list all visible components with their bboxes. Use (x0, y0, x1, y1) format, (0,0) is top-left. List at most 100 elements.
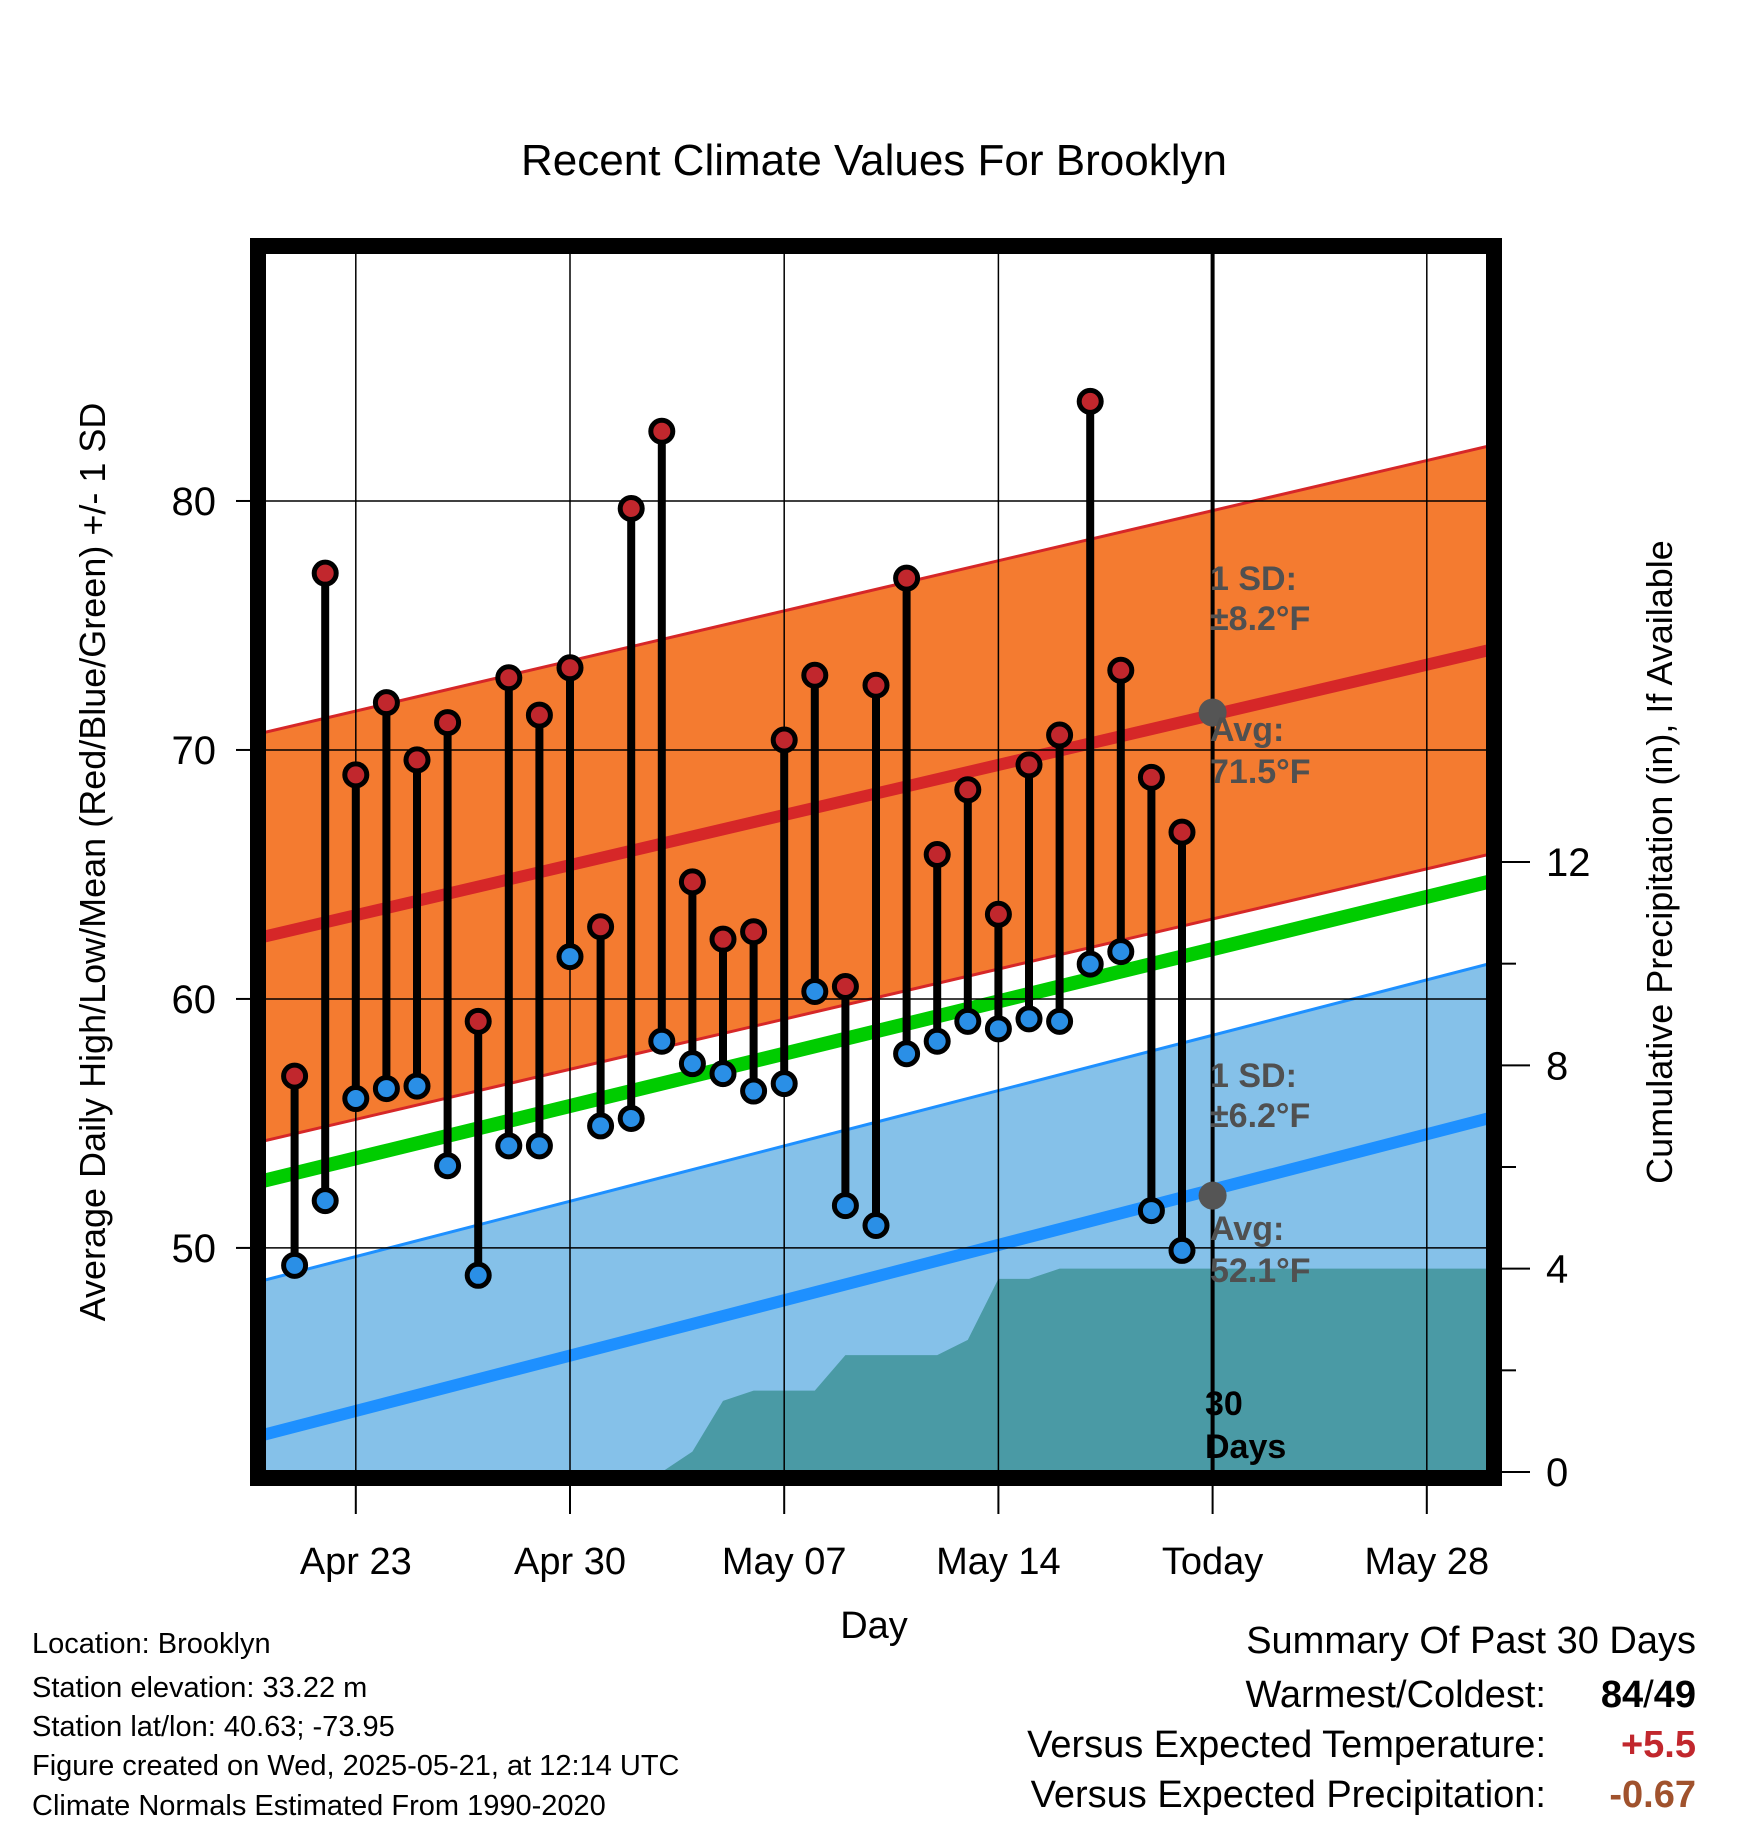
daily-low-point (893, 1040, 921, 1068)
daily-high-point (923, 841, 951, 869)
normal-low-line (264, 1112, 1488, 1441)
daily-low-point (372, 1075, 400, 1103)
daily-low-point (434, 1152, 462, 1180)
y-axis-label: Average Daily High/Low/Mean (Red/Blue/Gr… (72, 403, 113, 1322)
summary-precip-row: Versus Expected Precipitation: -0.67 (796, 1774, 1696, 1818)
daily-high-point (495, 664, 523, 692)
daily-high-point (740, 918, 768, 946)
daily-low-point (740, 1077, 768, 1105)
daily-high-point (281, 1062, 309, 1090)
y-tick-label-60: 60 (172, 978, 217, 1022)
x-tick-label-today: Today (1162, 1541, 1263, 1583)
daily-low-point (678, 1050, 706, 1078)
summary-title: Summary Of Past 30 Days (1246, 1620, 1696, 1662)
daily-low-point (862, 1212, 890, 1240)
low-avg-value: 52.1°F (1210, 1252, 1311, 1290)
info-elevation: Station elevation: 33.22 m (32, 1672, 368, 1704)
y-tick-label-50: 50 (172, 1227, 217, 1271)
summary-temp-label: Versus Expected Temperature: (1027, 1724, 1546, 1766)
daily-low-point (495, 1132, 523, 1160)
today-high-avg-marker (1198, 698, 1227, 727)
daily-low-point (709, 1060, 737, 1088)
warmest-slash: / (1643, 1674, 1654, 1716)
daily-low-point (648, 1027, 676, 1055)
y-tick-label-70: 70 (172, 729, 217, 773)
x-tick-label-apr-23: Apr 23 (300, 1541, 412, 1583)
high-sd-value: ±8.2°F (1210, 600, 1310, 638)
daily-low-point (984, 1015, 1012, 1043)
x-tick-label-apr-30: Apr 30 (514, 1541, 626, 1583)
daily-high-point (434, 709, 462, 737)
y-tick-label-80: 80 (172, 480, 217, 524)
x-tick-label-may-28: May 28 (1364, 1541, 1489, 1583)
y2-tick-label-12: 12 (1546, 841, 1591, 885)
daily-high-point (556, 654, 584, 682)
low-sd-value: ±6.2°F (1210, 1097, 1310, 1135)
plot-frame (250, 238, 1502, 1486)
summary-temp-row: Versus Expected Temperature: +5.5 (796, 1724, 1696, 1768)
x-axis-label: Day (840, 1605, 908, 1647)
daily-high-point (770, 726, 798, 754)
daily-low-point (1107, 938, 1135, 966)
summary-temp-value: +5.5 (1620, 1724, 1696, 1766)
daily-high-point (587, 913, 615, 941)
high-avg-label: Avg: (1210, 711, 1284, 749)
daily-high-point (954, 776, 982, 804)
daily-low-point (1046, 1007, 1074, 1035)
summary-precip-label: Versus Expected Precipitation: (1030, 1774, 1546, 1816)
low-sd-label: 1 SD: (1210, 1057, 1297, 1095)
daily-low-point (1015, 1005, 1043, 1033)
daily-high-point (709, 925, 737, 953)
daily-low-point (403, 1072, 431, 1100)
daily-low-point (1168, 1236, 1196, 1264)
daily-low-point (556, 943, 584, 971)
y2-axis-label: Cumulative Precipitation (in), If Availa… (1639, 540, 1680, 1184)
daily-high-point (1137, 763, 1165, 791)
chart-title: Recent Climate Values For Brooklyn (521, 136, 1227, 185)
daily-high-point (801, 661, 829, 689)
precip-area (264, 1268, 1488, 1472)
daily-low-point (954, 1007, 982, 1035)
summary-warmest-value: 84/49 (1601, 1674, 1696, 1717)
info-normals: Climate Normals Estimated From 1990-2020 (32, 1790, 606, 1822)
x-tick-label-may-14: May 14 (936, 1541, 1061, 1583)
y2-tick-label-8: 8 (1546, 1044, 1568, 1088)
daily-high-point (372, 689, 400, 717)
high-avg-value: 71.5°F (1210, 753, 1311, 791)
daily-high-point (831, 972, 859, 1000)
summary-warmest-label: Warmest/Coldest: (1245, 1674, 1546, 1716)
daily-high-point (984, 900, 1012, 928)
daily-low-point (311, 1187, 339, 1215)
daily-low-point (525, 1132, 553, 1160)
daily-high-point (648, 417, 676, 445)
info-created: Figure created on Wed, 2025-05-21, at 12… (32, 1750, 680, 1782)
warmest-value: 84 (1600, 1674, 1644, 1716)
daily-low-point (923, 1027, 951, 1055)
daily-low-point (1076, 950, 1104, 978)
high-sd-band-upper-edge (264, 444, 1488, 734)
daily-low-point (770, 1070, 798, 1098)
info-latlon: Station lat/lon: 40.63; -73.95 (32, 1711, 395, 1743)
summary-warmest-row: Warmest/Coldest: 84/49 (796, 1674, 1696, 1718)
coldest-value: 49 (1653, 1674, 1696, 1716)
low-avg-label: Avg: (1210, 1210, 1284, 1248)
x-tick-label-may-07: May 07 (722, 1541, 847, 1583)
daily-low-point (1137, 1197, 1165, 1225)
today-low-avg-marker (1198, 1181, 1227, 1210)
daily-high-point (893, 564, 921, 592)
daily-low-point (281, 1251, 309, 1279)
daily-high-point (1107, 656, 1135, 684)
daily-high-point (1168, 818, 1196, 846)
daily-high-point (1046, 721, 1074, 749)
daily-high-point (342, 761, 370, 789)
daily-low-point (587, 1112, 615, 1140)
daily-low-point (342, 1085, 370, 1113)
daily-high-point (862, 671, 890, 699)
daily-low-point (617, 1104, 645, 1132)
info-location: Location: Brooklyn (32, 1628, 271, 1660)
daily-high-point (525, 701, 553, 729)
daily-high-point (464, 1007, 492, 1035)
daily-high-point (1015, 751, 1043, 779)
summary-precip-value: -0.67 (1609, 1774, 1696, 1816)
